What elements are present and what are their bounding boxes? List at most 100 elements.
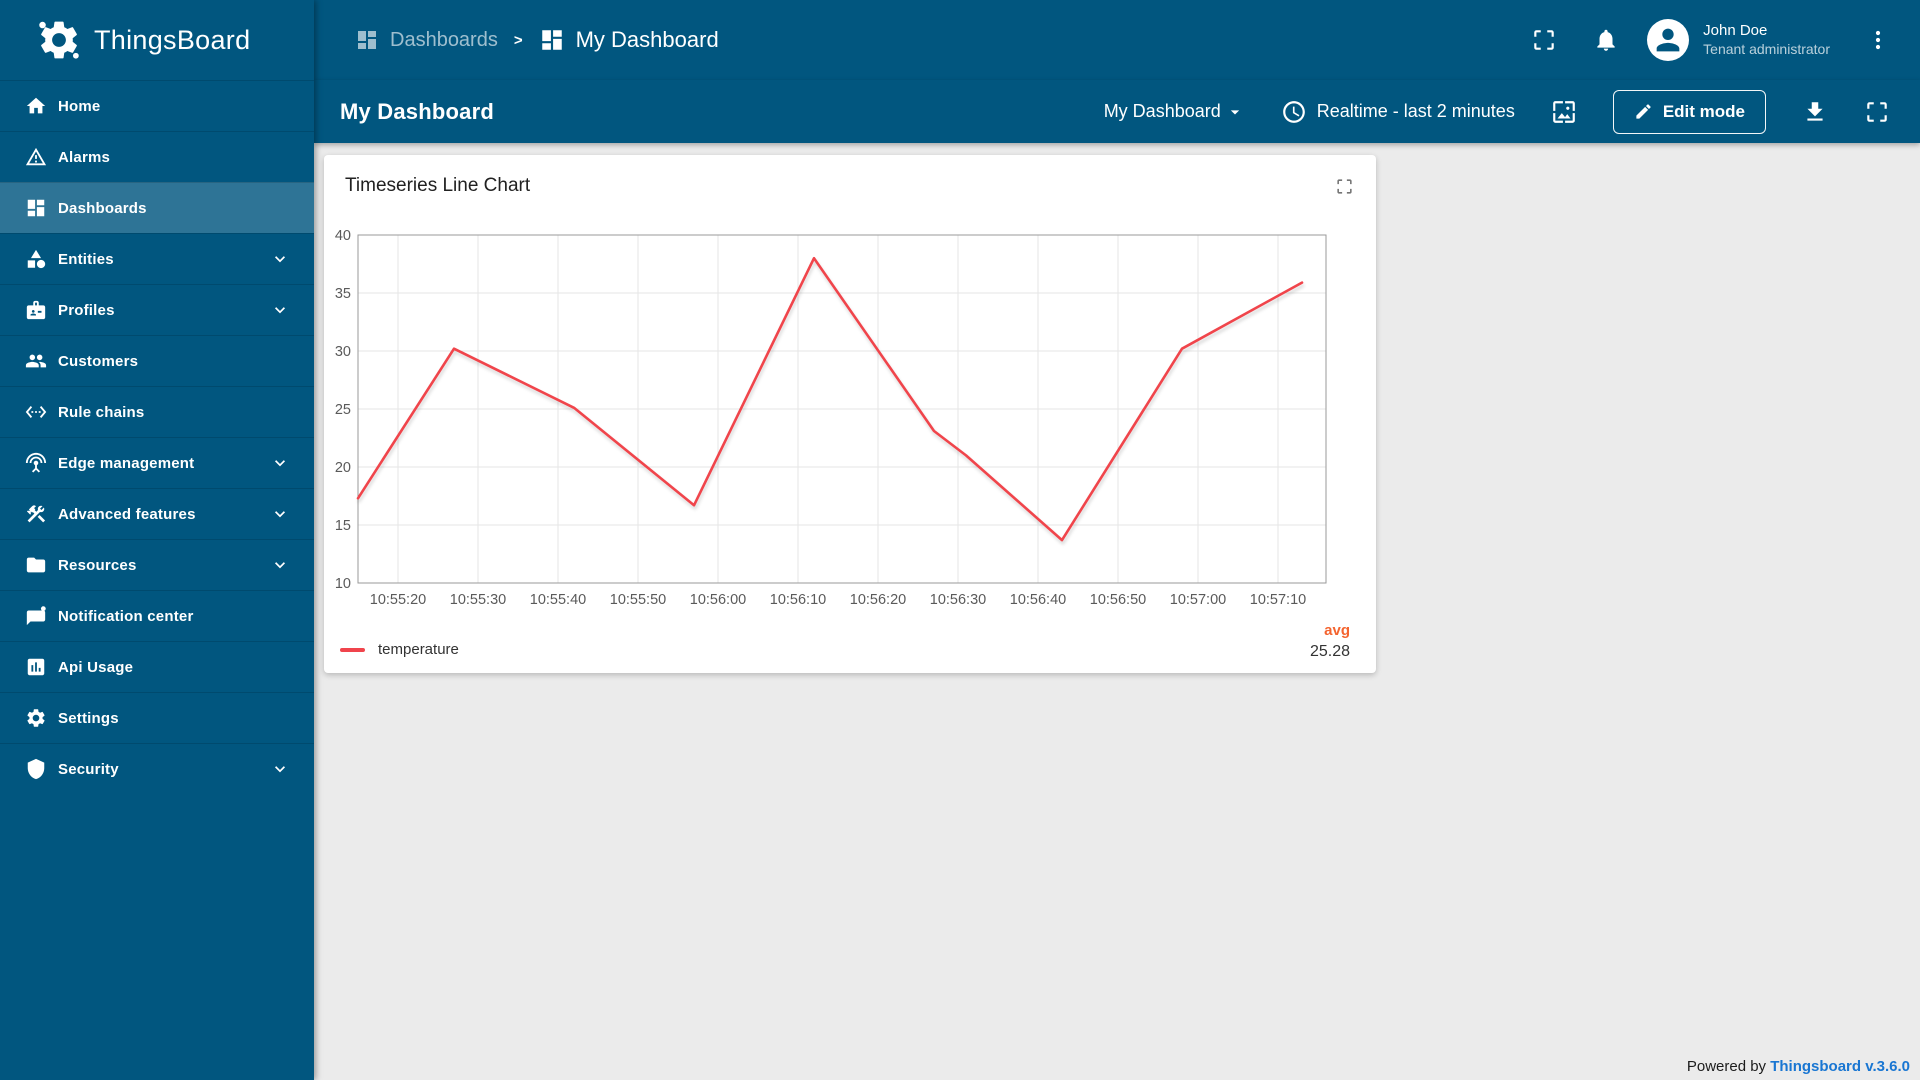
screenshot-button[interactable] [1551, 99, 1577, 125]
svg-text:25: 25 [335, 402, 351, 418]
toolbar-actions: My Dashboard Realtime - last 2 minutes E… [1104, 89, 1890, 134]
svg-text:30: 30 [335, 344, 351, 360]
user-info: John Doe Tenant administrator [1703, 22, 1830, 58]
main-area: Dashboards > My Dashboard [314, 0, 1920, 1080]
user-role: Tenant administrator [1703, 40, 1830, 57]
svg-text:10:55:40: 10:55:40 [530, 592, 586, 608]
sidebar-item-edge-management[interactable]: Edge management [0, 437, 314, 488]
chart-legend: temperature avg 25.28 [340, 622, 1350, 661]
sidebar-item-home[interactable]: Home [0, 80, 314, 131]
dashboard-state-select[interactable]: My Dashboard [1104, 101, 1245, 122]
kebab-icon [1875, 30, 1881, 50]
export-dashboard-button[interactable] [1802, 99, 1828, 125]
rule-chains-icon [25, 406, 47, 418]
breadcrumb-label: My Dashboard [575, 27, 719, 52]
timeseries-chart: 10:55:20 10:55:30 10:55:40 10:55:50 10:56:00… [335, 228, 1327, 608]
chevron-down-icon [275, 460, 285, 467]
widget-expand-button[interactable] [1335, 177, 1354, 199]
notifications-button[interactable] [1593, 27, 1619, 53]
notification-center-icon [26, 606, 46, 626]
svg-text:20: 20 [335, 460, 351, 476]
header-actions: John Doe Tenant administrator [1495, 19, 1890, 61]
edit-mode-label: Edit mode [1662, 101, 1745, 121]
home-icon [26, 97, 46, 114]
dashboards-icon [358, 31, 376, 49]
svg-text:10:56:40: 10:56:40 [1010, 592, 1066, 608]
fullscreen-icon [1867, 101, 1887, 122]
edit-pencil-icon [1636, 104, 1651, 119]
svg-text:10:56:20: 10:56:20 [850, 592, 906, 608]
sidebar-item-label: Resources [58, 556, 137, 574]
app-title: ThingsBoard [94, 24, 251, 55]
svg-text:35: 35 [335, 286, 351, 302]
edge-management-icon [25, 452, 47, 473]
alarms-icon [25, 147, 47, 166]
sidebar-item-label: Settings [58, 709, 119, 727]
sidebar-item-label: Home [58, 97, 101, 115]
sidebar: ThingsBoard Home Alarms Dashboards Entities… [0, 0, 314, 1080]
customers-icon [25, 354, 47, 368]
sidebar-item-settings[interactable]: Settings [0, 692, 314, 743]
widget-card: Timeseries Line Chart 10:55:20 10:55:30 10… [324, 155, 1376, 673]
dashboard-fullscreen-button[interactable] [1864, 99, 1890, 125]
sidebar-item-label: Api Usage [58, 658, 134, 676]
thingsboard-logo-icon [39, 21, 79, 59]
legend-series-temperature[interactable]: temperature [340, 641, 459, 658]
timewindow-label: Realtime - last 2 minutes [1316, 101, 1515, 121]
legend-avg-value: 25.28 [1309, 643, 1350, 660]
expand-icon [1337, 179, 1352, 194]
sidebar-item-label: Notification center [58, 607, 194, 625]
sidebar-item-customers[interactable]: Customers [0, 335, 314, 386]
dashboard-toolbar: My Dashboard My Dashboard Realtime - las… [314, 80, 1920, 143]
profiles-icon [26, 300, 46, 320]
advanced-features-icon [26, 505, 46, 523]
sidebar-item-dashboards[interactable]: Dashboards [0, 182, 314, 233]
sidebar-item-label: Profiles [58, 301, 115, 319]
security-icon [27, 758, 45, 780]
entities-icon [27, 249, 46, 269]
chevron-down-icon [275, 256, 285, 263]
version-link[interactable]: Thingsboard v.3.6.0 [1770, 1058, 1910, 1075]
svg-text:10:55:50: 10:55:50 [610, 592, 666, 608]
sidebar-item-notification-center[interactable]: Notification center [0, 590, 314, 641]
legend-aggregation: avg 25.28 [1310, 622, 1350, 661]
series-color-swatch [340, 647, 365, 652]
edit-mode-button[interactable]: Edit mode [1612, 89, 1766, 134]
widget-title: Timeseries Line Chart [345, 175, 531, 196]
chevron-down-icon [275, 562, 285, 569]
breadcrumb-item-dashboards[interactable]: Dashboards [355, 28, 498, 52]
svg-text:10:56:50: 10:56:50 [1090, 592, 1146, 608]
sidebar-item-alarms[interactable]: Alarms [0, 131, 314, 182]
more-menu-button[interactable] [1866, 28, 1890, 52]
sidebar-item-rule-chains[interactable]: Rule chains [0, 386, 314, 437]
powered-by-text: Powered by [1686, 1058, 1767, 1075]
top-header: Dashboards > My Dashboard [314, 0, 1920, 80]
legend-avg-header: avg [1324, 622, 1350, 639]
svg-text:10:57:10: 10:57:10 [1250, 592, 1306, 608]
svg-text:10:55:20: 10:55:20 [370, 592, 426, 608]
dashboards-icon [541, 30, 562, 50]
svg-text:40: 40 [335, 228, 351, 244]
timewindow-button[interactable]: Realtime - last 2 minutes [1281, 99, 1515, 125]
avatar[interactable] [1647, 19, 1690, 61]
svg-text:10:56:10: 10:56:10 [770, 592, 826, 608]
settings-icon [27, 709, 45, 727]
sidebar-item-security[interactable]: Security [0, 743, 314, 794]
sidebar-menu: Home Alarms Dashboards Entities Profiles Cust… [0, 80, 314, 794]
user-name: John Doe [1703, 21, 1768, 39]
chevron-down-icon [275, 511, 285, 518]
sidebar-item-label: Security [58, 760, 119, 778]
dashboard-state-label: My Dashboard [1103, 101, 1221, 121]
sidebar-item-advanced-features[interactable]: Advanced features [0, 488, 314, 539]
sidebar-item-resources[interactable]: Resources [0, 539, 314, 590]
sidebar-item-entities[interactable]: Entities [0, 233, 314, 284]
breadcrumb-item-my-dashboard[interactable]: My Dashboard [539, 27, 719, 53]
app-logo[interactable]: ThingsBoard [0, 0, 314, 80]
download-icon [1807, 101, 1823, 121]
sidebar-item-label: Alarms [58, 148, 111, 166]
sidebar-item-api-usage[interactable]: Api Usage [0, 641, 314, 692]
breadcrumb-label: Dashboards [390, 28, 498, 51]
sidebar-item-profiles[interactable]: Profiles [0, 284, 314, 335]
fullscreen-button[interactable] [1531, 27, 1557, 53]
